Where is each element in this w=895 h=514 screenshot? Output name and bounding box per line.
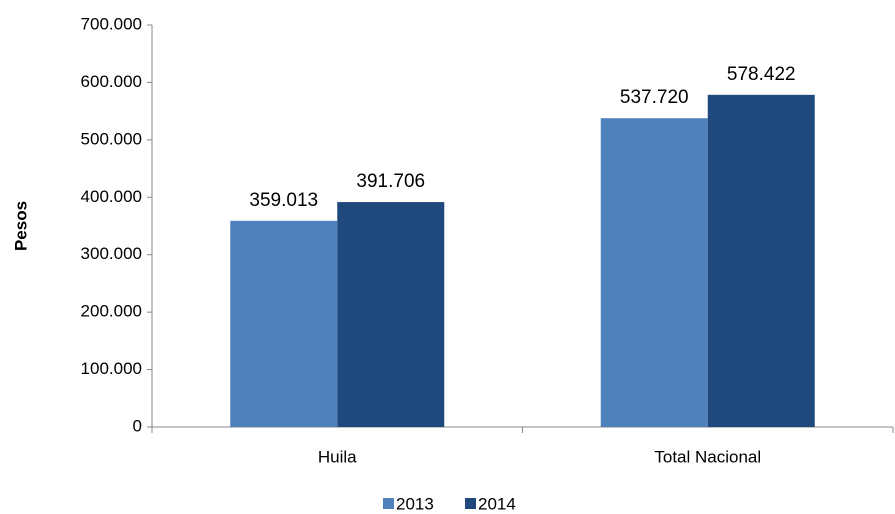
bar (600, 118, 708, 428)
value-label: 359.013 (249, 190, 318, 211)
y-tick-label: 0 (133, 416, 142, 435)
value-label: 578.422 (727, 64, 796, 85)
legend-label: 2014 (478, 494, 516, 513)
value-label: 391.706 (356, 171, 425, 192)
bar (337, 202, 445, 427)
y-tick-label: 100.000 (81, 359, 142, 378)
x-tick-label: Huila (318, 447, 357, 466)
y-tick-label: 400.000 (81, 187, 142, 206)
value-label: 537.720 (620, 87, 689, 108)
bar (230, 220, 338, 427)
y-tick-label: 600.000 (81, 72, 142, 91)
bar (707, 94, 815, 428)
y-axis-label: Pesos (11, 201, 30, 251)
legend-swatch (383, 498, 394, 509)
y-tick-label: 700.000 (81, 14, 142, 33)
y-tick-label: 500.000 (81, 129, 142, 148)
y-tick-label: 200.000 (81, 302, 142, 321)
y-tick-label: 300.000 (81, 244, 142, 263)
legend-swatch (465, 498, 476, 509)
legend-label: 2013 (396, 494, 434, 513)
x-tick-label: Total Nacional (654, 447, 761, 466)
